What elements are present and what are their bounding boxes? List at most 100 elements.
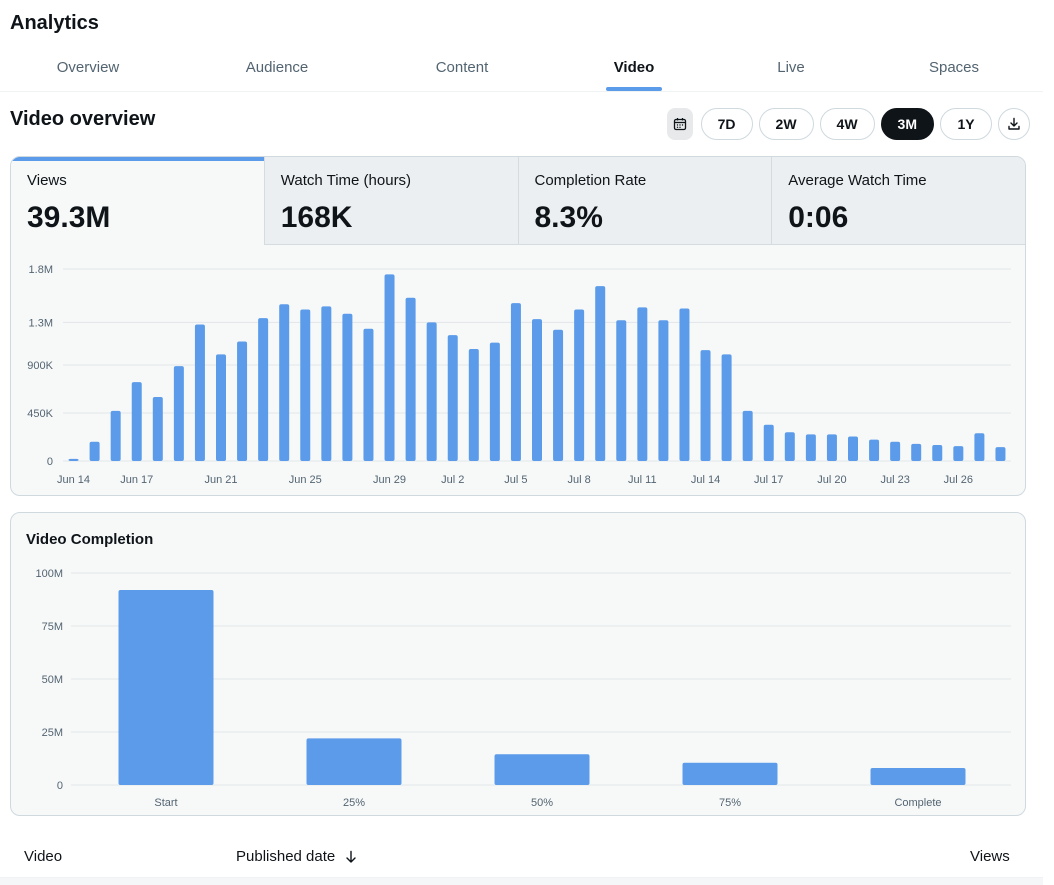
chart-bar [658, 320, 669, 461]
x-tick-label: 50% [531, 797, 553, 809]
chart-bar [870, 768, 966, 785]
x-tick-label: Complete [894, 797, 941, 809]
range-7d-button[interactable]: 7D [700, 108, 753, 140]
chart-bar [953, 446, 964, 461]
metric-views[interactable]: Views 39.3M [11, 157, 264, 245]
chart-bar [194, 324, 205, 461]
x-tick-label: Jul 17 [754, 474, 783, 486]
y-tick-label: 100M [35, 568, 63, 580]
x-tick-label: 75% [719, 797, 741, 809]
metric-label: Views [27, 172, 67, 189]
chart-bar [805, 434, 816, 461]
tab-overview[interactable]: Overview [56, 59, 120, 76]
y-tick-label: 75M [42, 621, 63, 633]
app-title: Analytics [10, 12, 99, 34]
chart-bar [68, 458, 79, 461]
metric-value: 39.3M [27, 201, 111, 234]
y-tick-label: 50M [42, 674, 63, 686]
x-tick-label: Jul 5 [504, 474, 527, 486]
x-tick-label: Jul 20 [817, 474, 846, 486]
chart-bar [742, 410, 753, 461]
range-3m-button[interactable]: 3M [880, 108, 934, 140]
chart-bar [532, 319, 542, 461]
download-button[interactable] [998, 108, 1030, 140]
x-tick-label: Jul 2 [441, 474, 464, 486]
metric-label: Completion Rate [534, 172, 647, 189]
range-1y-button[interactable]: 1Y [940, 108, 992, 140]
metric-value: 0:06 [788, 201, 849, 234]
tab-video[interactable]: Video [574, 44, 694, 91]
x-tick-label: Jul 23 [880, 474, 909, 486]
x-tick-label: Jun 29 [373, 474, 406, 486]
x-tick-label: Jun 14 [57, 474, 90, 486]
x-tick-label: Jul 11 [628, 474, 657, 486]
calendar-button[interactable] [666, 108, 693, 140]
chart-bar [826, 434, 837, 461]
y-tick-label: 900K [27, 360, 53, 372]
y-tick-label: 0 [57, 780, 63, 792]
chart-bar [489, 342, 500, 461]
range-4w-button[interactable]: 4W [819, 108, 875, 140]
completion-bar-chart: 0 25M 50M 75M 100M Start 25% 50% 75% Complete [35, 568, 1011, 809]
metric-label: Average Watch Time [788, 172, 927, 189]
x-tick-label: 25% [343, 797, 365, 809]
tab-spaces[interactable]: Spaces [928, 59, 980, 76]
column-header-views[interactable]: Views [970, 848, 1010, 865]
range-2w-button[interactable]: 2W [758, 108, 814, 140]
video-table-header: Video Published date Views [0, 838, 1043, 878]
metric-tabs: Views 39.3M Watch Time (hours) 168K Comp… [11, 157, 1025, 245]
y-tick-label: 450K [27, 408, 53, 420]
arrow-down-icon [346, 850, 356, 863]
chart-bar [911, 443, 922, 461]
download-icon [1008, 117, 1020, 130]
chart-bar [494, 754, 590, 785]
chart-bar [405, 297, 416, 461]
tab-live[interactable]: Live [777, 59, 805, 76]
chart-title: Video Completion [26, 531, 154, 548]
chart-bar [300, 309, 311, 461]
chart-bar [131, 382, 142, 461]
x-tick-label: Jun 25 [289, 474, 322, 486]
chart-bar [110, 410, 121, 461]
chart-bar [932, 445, 943, 461]
views-chart-card: Views 39.3M Watch Time (hours) 168K Comp… [10, 156, 1026, 496]
tab-content[interactable]: Content [435, 59, 489, 76]
chart-bar [679, 308, 690, 461]
chart-bar [363, 328, 374, 461]
chart-bar [447, 335, 458, 461]
video-completion-card: 0 25M 50M 75M 100M Start 25% 50% 75% Complete Vid… [10, 512, 1026, 816]
chart-bar [574, 309, 585, 461]
calendar-icon [673, 118, 686, 131]
chart-bar [890, 441, 901, 461]
chart-bar [869, 439, 880, 461]
chart-bar [510, 303, 521, 461]
table-row-placeholder [0, 878, 1043, 885]
chart-bar [342, 313, 353, 461]
chart-bar [426, 322, 437, 461]
chart-bar [784, 432, 795, 461]
tab-bar: Overview Audience Content Video Live Spa… [0, 44, 1043, 92]
chart-bar [321, 306, 332, 461]
metric-watch-time[interactable]: Watch Time (hours) 168K [263, 157, 518, 245]
column-header-published-date[interactable]: Published date [236, 848, 357, 865]
chart-bar [258, 318, 269, 461]
x-tick-label: Jun 21 [204, 474, 237, 486]
metric-selected-indicator [11, 157, 264, 161]
metric-completion-rate[interactable]: Completion Rate 8.3% [517, 157, 772, 245]
chart-bar [468, 349, 479, 461]
chart-bar [700, 350, 711, 461]
tab-audience[interactable]: Audience [245, 59, 309, 76]
chart-bar [763, 424, 774, 461]
section-title: Video overview [10, 108, 156, 130]
column-header-video[interactable]: Video [24, 848, 63, 865]
chart-bar [995, 447, 1006, 461]
date-range-controls: 7D 2W 4W 3M 1Y [666, 108, 1030, 140]
chart-bar [306, 738, 402, 785]
y-tick-label: 25M [42, 727, 63, 739]
metric-average-watch-time[interactable]: Average Watch Time 0:06 [771, 157, 1025, 245]
metric-value: 168K [280, 201, 353, 234]
chart-bar [152, 397, 163, 461]
chart-bar [595, 286, 606, 461]
chart-bar [384, 274, 395, 461]
chart-bar [974, 433, 985, 461]
